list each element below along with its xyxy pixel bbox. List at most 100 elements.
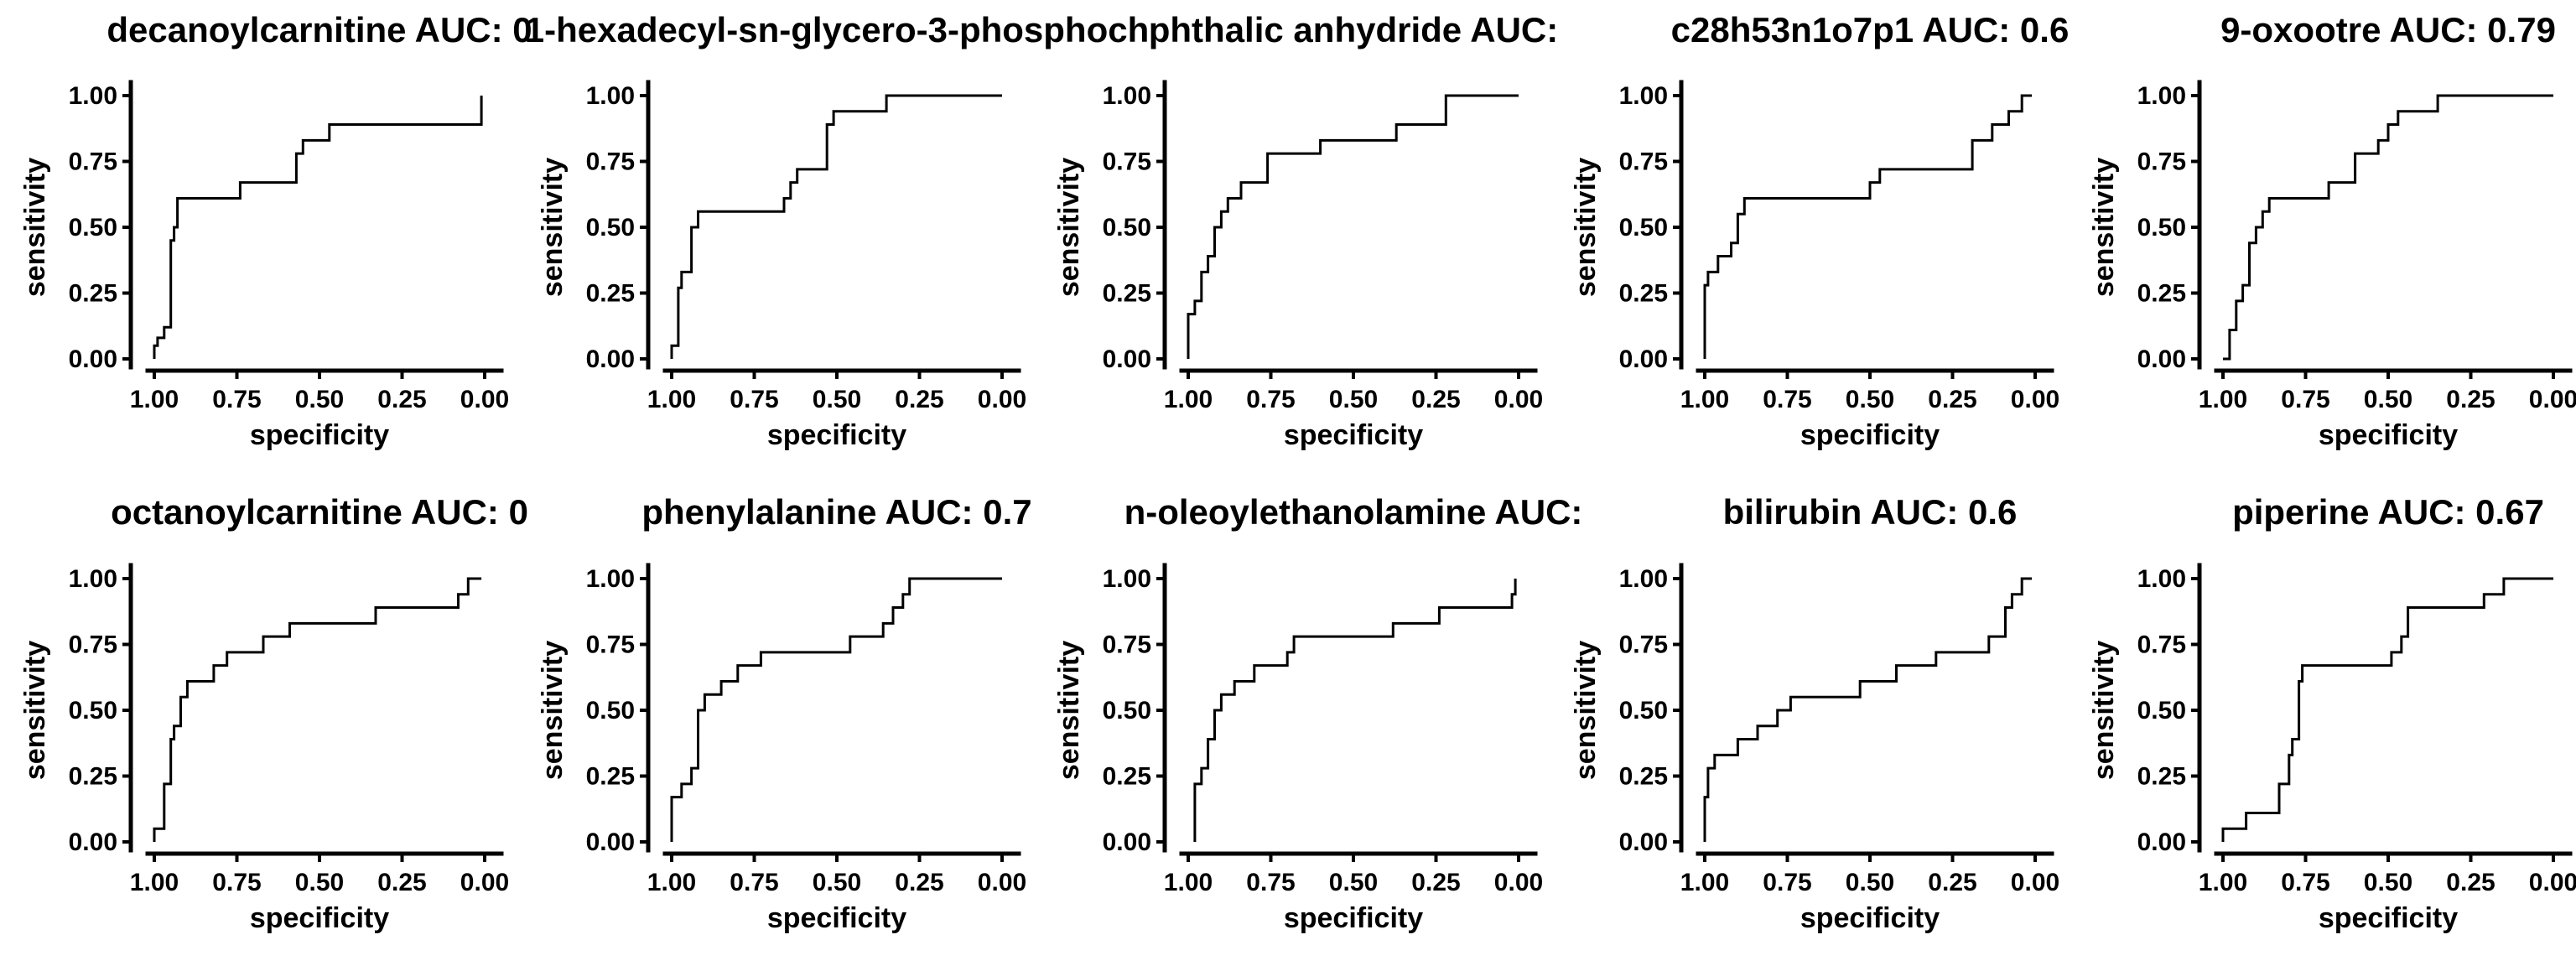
x-tick-label: 0.75: [1246, 386, 1295, 413]
x-tick-label: 0.50: [295, 386, 344, 413]
y-tick-label: 0.00: [1103, 345, 1151, 373]
roc-panel-5: 9-oxootre AUC: 0.79 0.00 0.25 0.50 0.75 1.00 1…: [2088, 10, 2576, 451]
x-tick-label: 0.50: [2364, 386, 2412, 413]
x-axis-title: specificity: [2319, 419, 2458, 451]
x-axis-title: specificity: [767, 902, 906, 934]
roc-panel-1: decanoylcarnitine AUC: 0 0.00 0.25 0.50 0.75…: [19, 10, 532, 451]
x-tick-label: 0.25: [2446, 869, 2495, 896]
y-tick-label: 0.75: [1103, 631, 1151, 659]
x-tick-label: 0.25: [1928, 386, 1976, 413]
y-tick-label: 1.00: [69, 82, 117, 110]
panel-title: phenylalanine AUC: 0.7: [641, 492, 1031, 532]
y-tick-label: 0.00: [1103, 828, 1151, 856]
x-tick-label: 0.75: [730, 386, 778, 413]
roc-curve-line: [153, 577, 482, 842]
x-tick-label: 0.25: [895, 869, 943, 896]
y-tick-label: 0.75: [69, 148, 117, 176]
x-tick-label: 0.25: [1411, 869, 1460, 896]
y-tick-label: 0.00: [69, 345, 117, 373]
y-tick-label: 0.50: [69, 214, 117, 242]
x-tick-label: 0.75: [730, 869, 778, 896]
x-tick-label: 0.75: [2281, 869, 2329, 896]
roc-curve-line: [670, 94, 1002, 359]
y-tick-label: 0.25: [2137, 763, 2186, 791]
y-tick-label: 0.00: [586, 345, 635, 373]
x-axis-title: specificity: [1284, 419, 1423, 451]
y-tick-label: 0.25: [586, 763, 635, 791]
roc-panel-7: phenylalanine AUC: 0.7 0.00 0.25 0.50 0.75 1.…: [537, 492, 1032, 934]
y-tick-label: 0.00: [2137, 345, 2186, 373]
x-tick-label: 1.00: [647, 386, 696, 413]
x-tick-label: 0.00: [978, 386, 1026, 413]
x-tick-label: 1.00: [647, 869, 696, 896]
y-tick-label: 0.75: [2137, 148, 2186, 176]
y-tick-label: 1.00: [586, 565, 635, 593]
y-tick-label: 0.25: [2137, 280, 2186, 308]
y-axis-title: sensitivity: [2088, 641, 2120, 780]
x-axis-title: specificity: [1800, 419, 1940, 451]
x-tick-label: 0.75: [1763, 869, 1811, 896]
x-tick-label: 0.75: [212, 869, 261, 896]
x-tick-label: 1.00: [1164, 869, 1213, 896]
y-axis-title: sensitivity: [1570, 158, 1602, 297]
x-tick-label: 0.25: [2446, 386, 2495, 413]
y-tick-label: 0.50: [2137, 214, 2186, 242]
x-axis-title: specificity: [2319, 902, 2458, 934]
x-tick-label: 0.00: [2529, 386, 2576, 413]
x-axis-title: specificity: [767, 419, 906, 451]
panel-title: octanoylcarnitine AUC: 0: [111, 492, 528, 532]
x-axis-title: specificity: [250, 902, 389, 934]
x-tick-label: 1.00: [1680, 869, 1729, 896]
x-tick-label: 1.00: [130, 386, 179, 413]
y-axis-title: sensitivity: [1053, 641, 1085, 780]
x-tick-label: 0.50: [1846, 386, 1894, 413]
x-tick-label: 0.00: [2011, 869, 2059, 896]
y-tick-label: 0.50: [1619, 214, 1668, 242]
x-axis-title: specificity: [1800, 902, 1940, 934]
x-tick-label: 0.50: [295, 869, 344, 896]
x-tick-label: 0.50: [813, 386, 861, 413]
x-tick-label: 0.00: [460, 869, 509, 896]
y-tick-label: 1.00: [1103, 82, 1151, 110]
x-tick-label: 0.50: [2364, 869, 2412, 896]
y-tick-label: 1.00: [586, 82, 635, 110]
x-tick-label: 0.00: [2529, 869, 2576, 896]
y-tick-label: 0.50: [586, 214, 635, 242]
y-tick-label: 0.00: [2137, 828, 2186, 856]
y-tick-label: 1.00: [2137, 82, 2186, 110]
x-tick-label: 0.50: [813, 869, 861, 896]
y-axis-title: sensitivity: [1053, 158, 1085, 297]
y-tick-label: 0.75: [1619, 148, 1668, 176]
y-axis-title: sensitivity: [2088, 158, 2120, 297]
y-tick-label: 0.50: [1103, 214, 1151, 242]
roc-curve-line: [153, 96, 483, 359]
roc-panel-4: c28h53n1o7p1 AUC: 0.6 0.00 0.25 0.50 0.75 1.0…: [1570, 10, 2069, 451]
panel-title: c28h53n1o7p1 AUC: 0.6: [1671, 10, 2070, 49]
y-axis-title: sensitivity: [537, 641, 569, 780]
roc-panel-3: phthalic anhydride AUC: 0.00 0.25 0.50 0.75 1…: [1053, 10, 1558, 451]
x-tick-label: 0.75: [2281, 386, 2329, 413]
roc-curve-line: [670, 577, 1002, 842]
y-tick-label: 1.00: [69, 565, 117, 593]
x-tick-label: 0.50: [1329, 386, 1378, 413]
y-tick-label: 0.50: [2137, 697, 2186, 724]
panel-title: 9-oxootre AUC: 0.79: [2220, 10, 2556, 49]
roc-curve-line: [1193, 579, 1517, 842]
x-tick-label: 0.25: [377, 869, 426, 896]
y-tick-label: 0.00: [1619, 828, 1668, 856]
x-tick-label: 0.00: [2011, 386, 2059, 413]
y-tick-label: 0.75: [586, 631, 635, 659]
roc-curve-line: [1703, 577, 2033, 842]
y-tick-label: 0.75: [1619, 631, 1668, 659]
y-tick-label: 0.00: [586, 828, 635, 856]
y-tick-label: 0.75: [1103, 148, 1151, 176]
y-tick-label: 0.25: [1619, 763, 1668, 791]
x-tick-label: 0.00: [460, 386, 509, 413]
x-axis-title: specificity: [1284, 902, 1423, 934]
y-tick-label: 0.50: [586, 697, 635, 724]
y-axis-title: sensitivity: [537, 158, 569, 297]
y-tick-label: 1.00: [1619, 565, 1668, 593]
y-axis-title: sensitivity: [19, 158, 51, 297]
y-tick-label: 0.75: [2137, 631, 2186, 659]
roc-panel-8: n-oleoylethanolamine AUC: 0.00 0.25 0.50 0.7…: [1053, 492, 1582, 934]
